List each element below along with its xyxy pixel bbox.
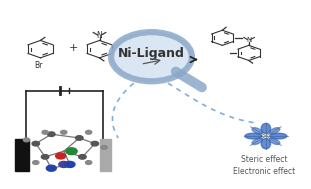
Circle shape	[23, 138, 30, 142]
Ellipse shape	[261, 138, 271, 149]
Bar	[15, 139, 29, 171]
Circle shape	[101, 146, 107, 149]
Circle shape	[48, 132, 55, 136]
Circle shape	[32, 141, 39, 146]
Circle shape	[56, 153, 66, 159]
Circle shape	[33, 161, 39, 164]
Ellipse shape	[252, 138, 262, 145]
Circle shape	[42, 130, 48, 134]
Text: Br: Br	[35, 61, 43, 70]
Text: Ni-Ligand: Ni-Ligand	[118, 47, 185, 60]
Ellipse shape	[269, 138, 280, 145]
Circle shape	[86, 130, 92, 134]
Circle shape	[65, 161, 75, 167]
Bar	[100, 139, 111, 171]
Circle shape	[91, 141, 99, 146]
Ellipse shape	[269, 128, 280, 134]
Circle shape	[46, 165, 56, 171]
Circle shape	[76, 136, 83, 140]
Ellipse shape	[261, 123, 271, 134]
Circle shape	[66, 148, 77, 155]
Circle shape	[79, 155, 86, 159]
Ellipse shape	[270, 133, 287, 139]
Circle shape	[86, 161, 92, 164]
Text: N: N	[97, 31, 102, 40]
Ellipse shape	[245, 133, 262, 139]
Ellipse shape	[252, 128, 262, 134]
Circle shape	[61, 130, 67, 134]
Circle shape	[41, 155, 49, 159]
Circle shape	[111, 32, 192, 81]
Text: +: +	[68, 43, 78, 53]
Text: Steric effect
Electronic effect: Steric effect Electronic effect	[233, 155, 295, 176]
Text: N: N	[246, 37, 251, 43]
Circle shape	[59, 161, 69, 167]
